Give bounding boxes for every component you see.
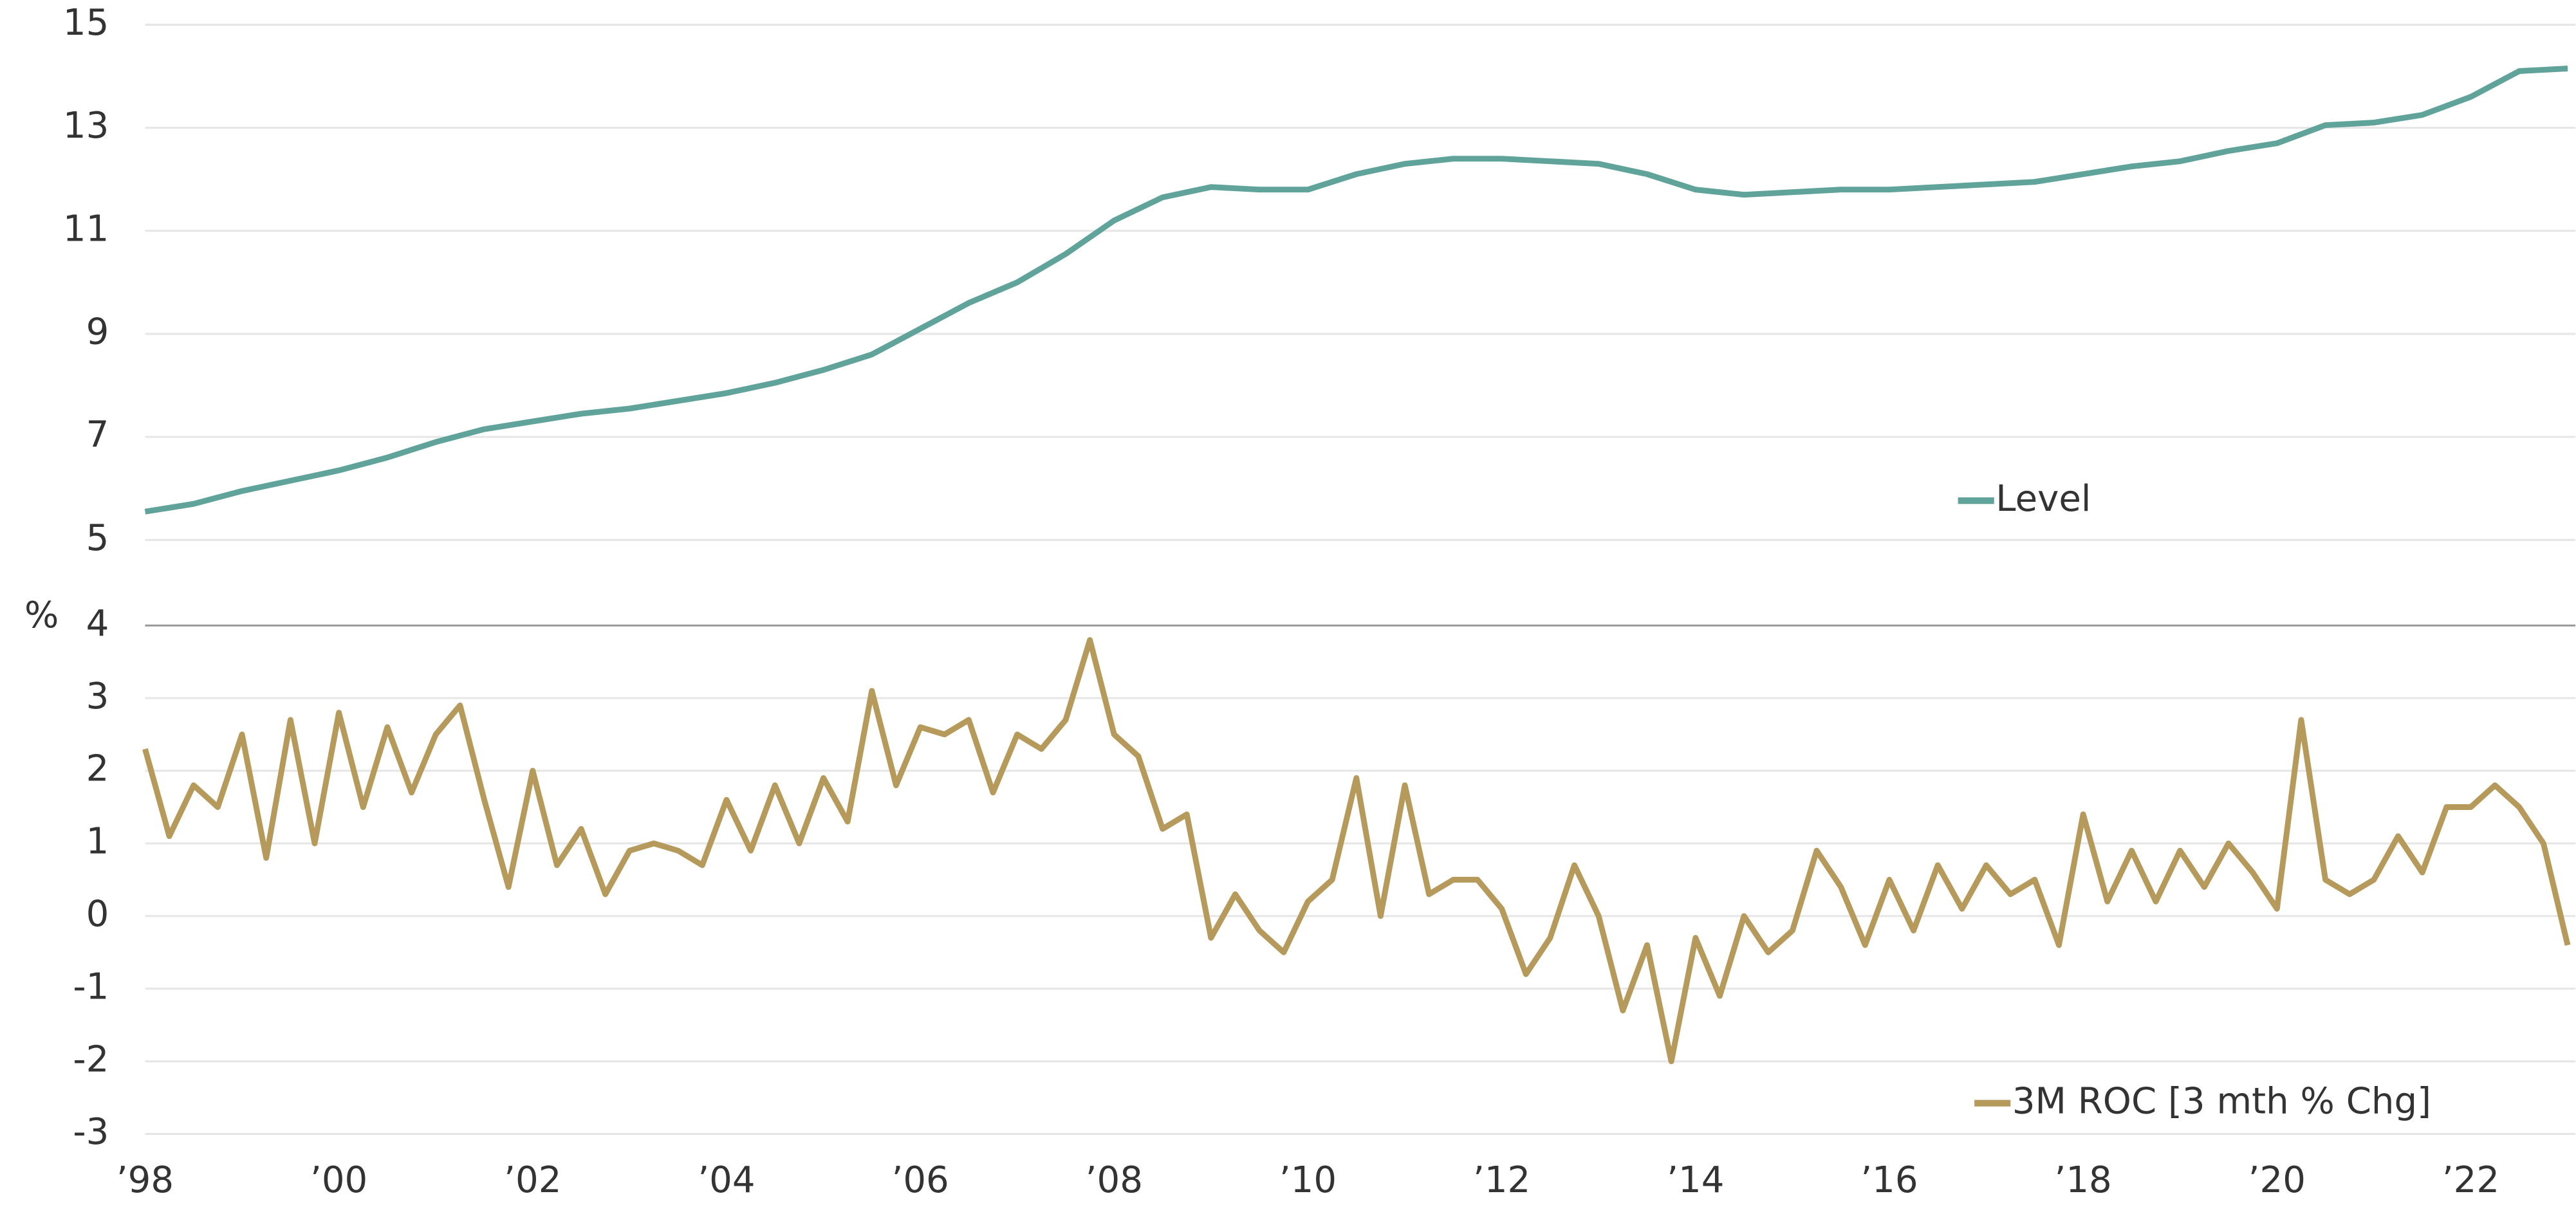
x-tick-label: ’12 [1473,1159,1530,1201]
y-tick-label: 7 [86,414,109,456]
data-line [144,66,2568,515]
x-tick-label: ’04 [698,1159,755,1201]
y-tick-label: 15 [63,2,109,44]
x-tick-label: ’18 [2054,1159,2111,1201]
x-tick-label: ’22 [2442,1159,2499,1201]
legend-label: 3M ROC [3 mth % Chg] [2012,1080,2431,1122]
x-tick-label: ’16 [1860,1159,1918,1201]
y-tick-label: 4 [86,603,109,645]
y-tick-label: 9 [86,311,109,353]
y-tick-label: -2 [73,1038,109,1080]
legend-label: Level [1996,478,2091,520]
x-tick-label: ’14 [1667,1159,1724,1201]
y-tick-label: 3 [86,676,109,717]
y-tick-label: 5 [86,517,109,559]
y-tick-label: 1 [86,821,109,863]
y-tick-label: 2 [86,748,109,790]
y-tick-label: -1 [73,966,109,1007]
x-tick-label: ’06 [891,1159,949,1201]
x-tick-label: ’02 [504,1159,561,1201]
x-tick-label: ’20 [2248,1159,2306,1201]
x-tick-label: ’00 [310,1159,367,1201]
y-tick-label: -3 [73,1111,109,1153]
x-tick-label: ’10 [1279,1159,1337,1201]
y-axis-label: % [24,594,59,636]
y-tick-label: 13 [63,105,109,147]
x-tick-label: ’98 [116,1159,174,1201]
y-tick-label: 11 [63,208,109,250]
data-line [142,637,2571,1065]
x-tick-label: ’08 [1086,1159,1143,1201]
y-tick-label: 0 [86,893,109,935]
